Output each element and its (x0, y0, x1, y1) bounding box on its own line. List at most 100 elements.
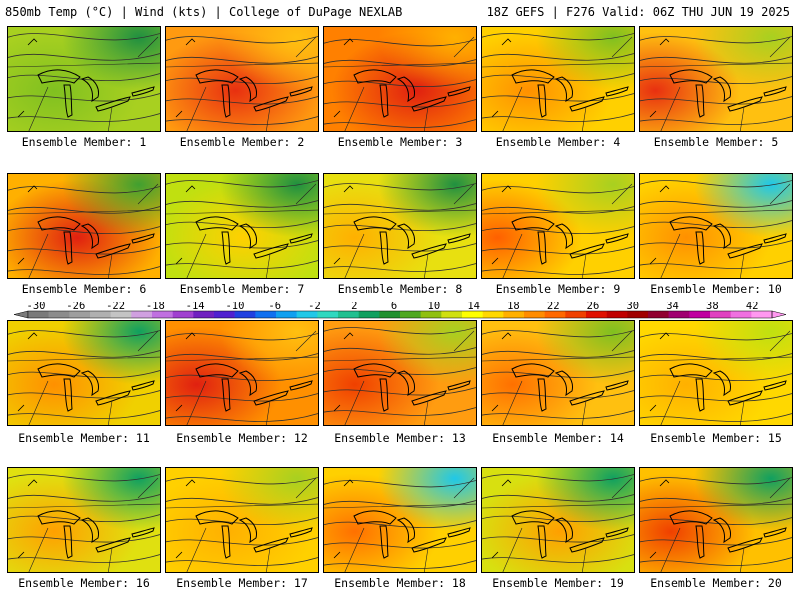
colorbar-tick-label: 14 (467, 302, 480, 312)
isotherm-contour (8, 72, 160, 82)
isotherm-contour (640, 372, 792, 382)
isotherm-contour (482, 513, 634, 523)
isotherm-contour (482, 369, 634, 379)
isotherm-contour (482, 533, 634, 543)
ensemble-member-map (165, 26, 319, 132)
colorbar-segment (482, 311, 504, 318)
isotherm-contour (166, 115, 318, 125)
colorbar-tick-label: 26 (587, 302, 600, 312)
isotherm-contour (640, 115, 792, 125)
great-lakes-outline (353, 69, 471, 118)
wind-barb (491, 479, 512, 559)
isotherm-contour (324, 98, 476, 108)
isotherm-contour (324, 202, 476, 211)
political-borders (640, 36, 792, 131)
isotherm-contour (166, 476, 318, 485)
great-lakes-outline (353, 216, 471, 265)
colorbar-segment (400, 311, 421, 318)
wind-barb (649, 185, 670, 265)
great-lakes-outline (669, 69, 787, 118)
great-lakes-outline (511, 69, 629, 118)
isotherm-contour (166, 556, 318, 566)
isotherm-contour (324, 326, 476, 335)
isotherm-contour (8, 245, 160, 255)
political-borders (324, 183, 476, 278)
wind-barb (17, 332, 38, 412)
ensemble-member-map (323, 320, 477, 426)
colorbar-tick-label: 18 (507, 302, 520, 312)
ensemble-member-label: Ensemble Member: 16 (18, 576, 150, 590)
isotherm-contour (482, 112, 634, 122)
colorbar-segment (503, 311, 525, 318)
isotherm-contour (8, 349, 160, 358)
colorbar-segment (751, 311, 773, 318)
isotherm-contour (324, 406, 476, 416)
isotherm-contour (166, 516, 318, 526)
wind-barb (333, 332, 354, 412)
political-borders (8, 330, 160, 425)
isotherm-contour (8, 225, 160, 235)
isotherm-contour (166, 75, 318, 85)
isotherm-contour (482, 245, 634, 255)
ensemble-member-label: Ensemble Member: 9 (495, 282, 621, 296)
isotherm-contour (640, 35, 792, 44)
colorbar-segment (131, 311, 153, 318)
wind-barb (175, 38, 196, 118)
temperature-colorbar: -30 -26 -22 -18 -14 -10 -6 -2 2 6 10 14 18 22 26 30 34 38… (14, 302, 786, 319)
colorbar-segment (338, 311, 359, 318)
ensemble-member-label: Ensemble Member: 4 (495, 135, 621, 149)
isotherm-contour (640, 412, 792, 422)
political-borders (482, 36, 634, 131)
isotherm-contour (324, 38, 476, 47)
isotherm-contour (166, 259, 318, 269)
isotherm-contour (166, 219, 318, 229)
ensemble-member-map (639, 467, 793, 573)
isotherm-contour (8, 553, 160, 563)
colorbar-segment (214, 311, 235, 318)
colorbar-segment (420, 311, 442, 318)
isotherm-contour (324, 559, 476, 569)
ensemble-member-label: Ensemble Member: 11 (18, 431, 150, 445)
colorbar-tick-label: -26 (66, 302, 85, 312)
great-lakes-outline (37, 363, 155, 412)
ensemble-member-map (7, 320, 161, 426)
colorbar-segment (358, 311, 380, 318)
isotherm-contour (166, 199, 318, 208)
ensemble-member-map (481, 173, 635, 279)
colorbar-segment (276, 311, 297, 318)
wind-barb (491, 185, 512, 265)
colorbar-segment (172, 311, 194, 318)
ensemble-member-map (639, 26, 793, 132)
wind-barb (333, 185, 354, 265)
isotherm-contour (166, 35, 318, 44)
colorbar-min-arrow (14, 310, 29, 319)
isotherm-contour (166, 372, 318, 382)
colorbar-tick-label: 42 (746, 302, 759, 312)
ensemble-member-label: Ensemble Member: 17 (176, 576, 308, 590)
colorbar-segment (544, 311, 566, 318)
ensemble-member-label: Ensemble Member: 2 (179, 135, 305, 149)
isotherm-contour (640, 95, 792, 105)
isotherm-contour (166, 95, 318, 105)
isotherm-contour (482, 92, 634, 102)
colorbar-segment (710, 311, 731, 318)
ensemble-member-label: Ensemble Member: 10 (650, 282, 782, 296)
great-lakes-outline (669, 510, 787, 559)
wind-barb (649, 332, 670, 412)
ensemble-member-map (165, 467, 319, 573)
colorbar-segment (648, 311, 669, 318)
colorbar-segment (730, 311, 752, 318)
isotherm-contour (324, 78, 476, 88)
colorbar-tick-label: 38 (706, 302, 719, 312)
colorbar-segment (586, 311, 607, 318)
ensemble-member-map (165, 320, 319, 426)
ensemble-member-label: Ensemble Member: 6 (21, 282, 147, 296)
ensemble-member-map (639, 320, 793, 426)
ensemble-member-map (323, 173, 477, 279)
ensemble-member-map (323, 467, 477, 573)
colorbar-tick-label: -10 (225, 302, 244, 312)
ensemble-member-label: Ensemble Member: 3 (337, 135, 463, 149)
wind-barb (649, 38, 670, 118)
isotherm-contour (324, 118, 476, 128)
isotherm-contour (166, 392, 318, 402)
